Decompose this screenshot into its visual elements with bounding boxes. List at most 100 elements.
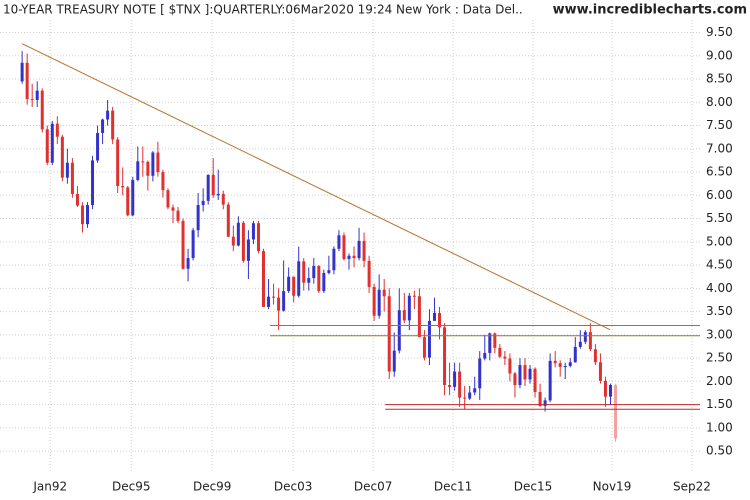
candle-body [312,265,316,279]
candle-body [427,320,431,358]
candle-body [186,258,190,269]
candle-body [287,276,291,292]
candle-body [96,132,100,161]
candle-body [256,223,260,252]
chart-title: 10-YEAR TREASURY NOTE [ $TNX ]:QUARTERLY… [3,3,523,17]
y-tick-label: 3.50 [706,304,733,318]
x-tick-label: Dec07 [354,480,393,494]
candle-body [402,310,406,321]
candle-body [478,358,482,389]
candle-body [493,333,497,348]
x-tick-label: Dec95 [112,480,151,494]
candle-body [302,261,306,283]
candle-body [533,368,537,393]
candle-body [458,371,462,398]
candle-body [593,349,597,363]
source-bg [560,1,750,19]
candle-body [267,296,271,307]
candle-body [191,230,195,259]
candle-body [70,162,74,194]
candle-body [432,312,436,321]
candle-body [151,152,155,176]
candle-body [508,358,512,374]
candle-body [543,400,547,406]
candle-body [332,248,336,271]
x-tick-label: Dec11 [434,480,473,494]
y-tick-label: 3.00 [706,327,733,341]
candle-body [538,392,542,406]
y-tick-label: 7.00 [706,141,733,155]
candle-body [101,119,105,133]
candle-body [337,235,341,249]
candle-body [614,385,618,439]
candle-body [553,360,557,364]
candle-body [156,152,160,173]
candle-body [121,186,125,188]
candle-body [488,333,492,353]
candle-body [342,235,346,260]
candle-body [352,255,356,259]
candle-body [598,362,602,381]
candle-body [206,174,210,201]
candle-body [136,161,140,180]
y-tick-label: 1.50 [706,397,733,411]
x-tick-label: Dec99 [193,480,232,494]
candle-body [463,397,467,399]
candle-body [583,332,587,342]
candle-body [80,205,84,225]
candle-body [171,207,175,211]
x-tick-label: Sep22 [673,480,711,494]
candle-body [75,193,79,206]
candle-body [573,346,577,363]
candle-body [45,129,49,163]
candle-body [523,365,527,380]
candle-body [377,289,381,316]
y-tick-label: 8.00 [706,95,733,109]
candle-body [106,110,110,120]
candle-body [588,332,592,350]
candle-body [307,278,311,283]
candle-body [196,205,200,231]
candle-body [251,223,255,240]
y-tick-label: 1.00 [706,420,733,434]
candle-body [216,193,220,196]
candle-body [50,123,54,163]
candle-body [407,295,411,321]
candle-body [498,347,502,357]
candle-body [468,392,472,399]
candle-body [357,240,361,259]
y-tick-label: 2.50 [706,351,733,365]
candle-body [448,385,452,387]
candle-body [176,210,180,221]
candle-body [131,179,135,216]
candle-body [282,291,286,311]
candle-body [272,296,276,298]
candle-body [392,350,396,372]
candle-body [292,276,296,296]
candle-body [453,371,457,387]
candle-body [236,222,240,246]
y-tick-label: 4.00 [706,281,733,295]
candle-body [111,110,115,140]
x-tick-label: Dec03 [274,480,313,494]
candle-body [513,373,517,386]
candle-body [25,62,29,100]
y-tick-label: 9.00 [706,48,733,62]
source: www.incrediblecharts.com [553,3,747,18]
candle-body [126,187,130,216]
drawn-line [21,43,611,331]
x-tick-label: Nov19 [593,480,632,494]
candle-body [161,172,165,191]
candle-body [55,123,59,137]
candle-body [568,362,572,366]
candle-body [116,139,120,187]
candle-body [262,251,266,307]
candle-body [211,174,215,196]
candle-body [35,90,39,100]
y-tick-label: 2.00 [706,374,733,388]
y-tick-label: 9.50 [706,25,733,39]
candle-body [91,160,95,206]
candle-body [246,239,250,261]
